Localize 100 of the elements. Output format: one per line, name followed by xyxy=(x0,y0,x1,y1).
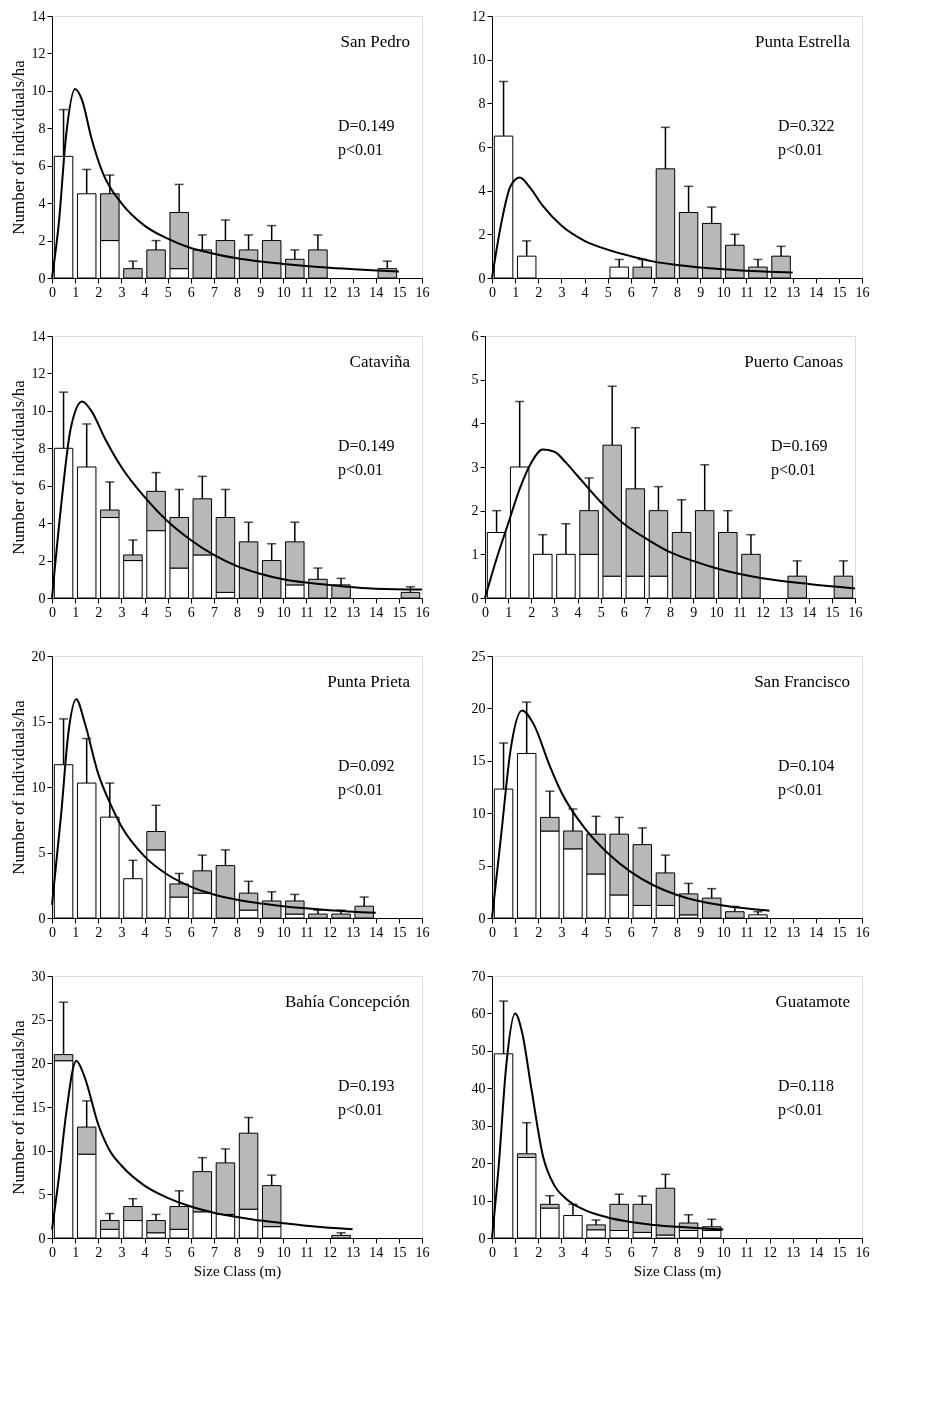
x-tick-label: 6 xyxy=(187,1244,195,1260)
y-tick-label: 70 xyxy=(471,968,486,984)
x-tick-label: 8 xyxy=(234,924,241,940)
x-tick-label: 0 xyxy=(489,284,496,300)
x-tick-label: 7 xyxy=(650,924,658,940)
y-tick-label: 12 xyxy=(471,8,486,24)
y-tick-label: 0 xyxy=(471,590,479,606)
x-tick-label: 0 xyxy=(49,284,56,300)
x-tick-label: 15 xyxy=(392,604,407,620)
x-tick-label: 0 xyxy=(489,924,496,940)
annotation: D=0.104 xyxy=(778,757,835,774)
x-tick-label: 6 xyxy=(620,604,628,620)
x-tick-label: 3 xyxy=(118,284,126,300)
y-tick-label: 4 xyxy=(471,415,479,431)
x-tick-label: 13 xyxy=(779,604,794,620)
x-tick-label: 1 xyxy=(72,604,80,620)
y-tick-label: 2 xyxy=(38,233,46,249)
x-tick-label: 13 xyxy=(346,604,361,620)
y-tick-label: 6 xyxy=(478,139,486,155)
x-tick-label: 12 xyxy=(763,1244,777,1260)
y-axis-title: Number of individuals/ha xyxy=(8,379,28,555)
y-tick-label: 8 xyxy=(38,120,46,136)
x-tick-label: 4 xyxy=(141,284,149,300)
y-tick-label: 10 xyxy=(471,1193,486,1209)
x-tick-label: 2 xyxy=(95,924,103,940)
x-tick-label: 11 xyxy=(740,284,754,300)
y-tick-label: 10 xyxy=(471,805,486,821)
annotation: D=0.322 xyxy=(778,117,835,134)
y-tick-label: 0 xyxy=(478,1230,486,1246)
x-tick-label: 11 xyxy=(300,924,314,940)
y-tick-label: 20 xyxy=(471,700,486,716)
x-tick-label: 15 xyxy=(392,284,407,300)
x-tick-label: 7 xyxy=(210,924,218,940)
x-tick-label: 9 xyxy=(257,1244,265,1260)
y-tick-label: 3 xyxy=(471,459,479,475)
x-tick-label: 3 xyxy=(558,924,566,940)
x-tick-label: 6 xyxy=(187,604,195,620)
x-tick-label: 7 xyxy=(210,284,218,300)
y-tick-label: 20 xyxy=(31,648,46,664)
y-tick-label: 10 xyxy=(31,83,46,99)
x-tick-label: 2 xyxy=(535,1244,543,1260)
x-tick-label: 3 xyxy=(118,604,126,620)
x-tick-label: 0 xyxy=(49,924,56,940)
y-tick-label: 10 xyxy=(31,1143,46,1159)
x-tick-label: 9 xyxy=(690,604,698,620)
x-tick-label: 1 xyxy=(72,284,80,300)
x-tick-label: 11 xyxy=(300,604,314,620)
x-tick-label: 9 xyxy=(697,1244,705,1260)
x-tick-label: 1 xyxy=(505,604,513,620)
x-tick-label: 4 xyxy=(141,924,149,940)
annotation: p<0.01 xyxy=(338,141,384,159)
x-tick-label: 6 xyxy=(627,924,635,940)
x-tick-label: 14 xyxy=(809,1244,824,1260)
x-tick-label: 6 xyxy=(627,1244,635,1260)
y-tick-label: 6 xyxy=(38,158,46,174)
x-tick-label: 1 xyxy=(72,924,80,940)
y-tick-label: 8 xyxy=(38,440,46,456)
y-tick-label: 8 xyxy=(478,95,486,111)
x-tick-label: 9 xyxy=(697,924,705,940)
x-tick-label: 14 xyxy=(809,284,824,300)
x-tick-label: 8 xyxy=(234,1244,241,1260)
y-tick-label: 30 xyxy=(31,968,46,984)
x-tick-label: 10 xyxy=(276,924,291,940)
x-tick-label: 16 xyxy=(855,924,870,940)
annotation: D=0.169 xyxy=(771,437,828,454)
x-tick-label: 10 xyxy=(709,604,724,620)
x-tick-label: 0 xyxy=(49,1244,56,1260)
text: San Francisco xyxy=(754,672,850,691)
x-tick-label: 1 xyxy=(512,924,520,940)
text: Guatamote xyxy=(775,992,850,1011)
x-tick-label: 10 xyxy=(276,1244,291,1260)
x-tick-label: 2 xyxy=(528,604,536,620)
x-axis-title: Size Class (m) xyxy=(633,1262,722,1280)
x-tick-label: 9 xyxy=(257,284,265,300)
x-tick-label: 2 xyxy=(95,284,103,300)
x-tick-label: 11 xyxy=(300,284,314,300)
x-tick-label: 12 xyxy=(323,924,337,940)
x-tick-label: 8 xyxy=(674,284,681,300)
x-tick-label: 5 xyxy=(604,284,612,300)
x-tick-label: 14 xyxy=(369,604,384,620)
x-tick-label: 15 xyxy=(832,284,847,300)
annotation: D=0.149 xyxy=(338,437,395,454)
x-tick-label: 8 xyxy=(674,924,681,940)
y-tick-label: 14 xyxy=(31,328,46,344)
x-tick-label: 12 xyxy=(756,604,770,620)
annotation: p<0.01 xyxy=(338,781,384,799)
x-tick-label: 10 xyxy=(276,284,291,300)
y-tick-label: 1 xyxy=(471,546,479,562)
y-tick-label: 40 xyxy=(471,1080,486,1096)
x-tick-label: 16 xyxy=(415,604,430,620)
x-tick-label: 13 xyxy=(786,284,801,300)
annotation: D=0.193 xyxy=(338,1077,395,1094)
x-tick-label: 15 xyxy=(832,1244,847,1260)
x-tick-label: 14 xyxy=(802,604,817,620)
x-tick-label: 4 xyxy=(581,284,589,300)
x-tick-label: 14 xyxy=(369,1244,384,1260)
x-tick-label: 6 xyxy=(187,284,195,300)
text: Puerto Canoas xyxy=(744,352,843,371)
y-tick-label: 25 xyxy=(31,1012,46,1028)
x-tick-label: 16 xyxy=(415,284,430,300)
